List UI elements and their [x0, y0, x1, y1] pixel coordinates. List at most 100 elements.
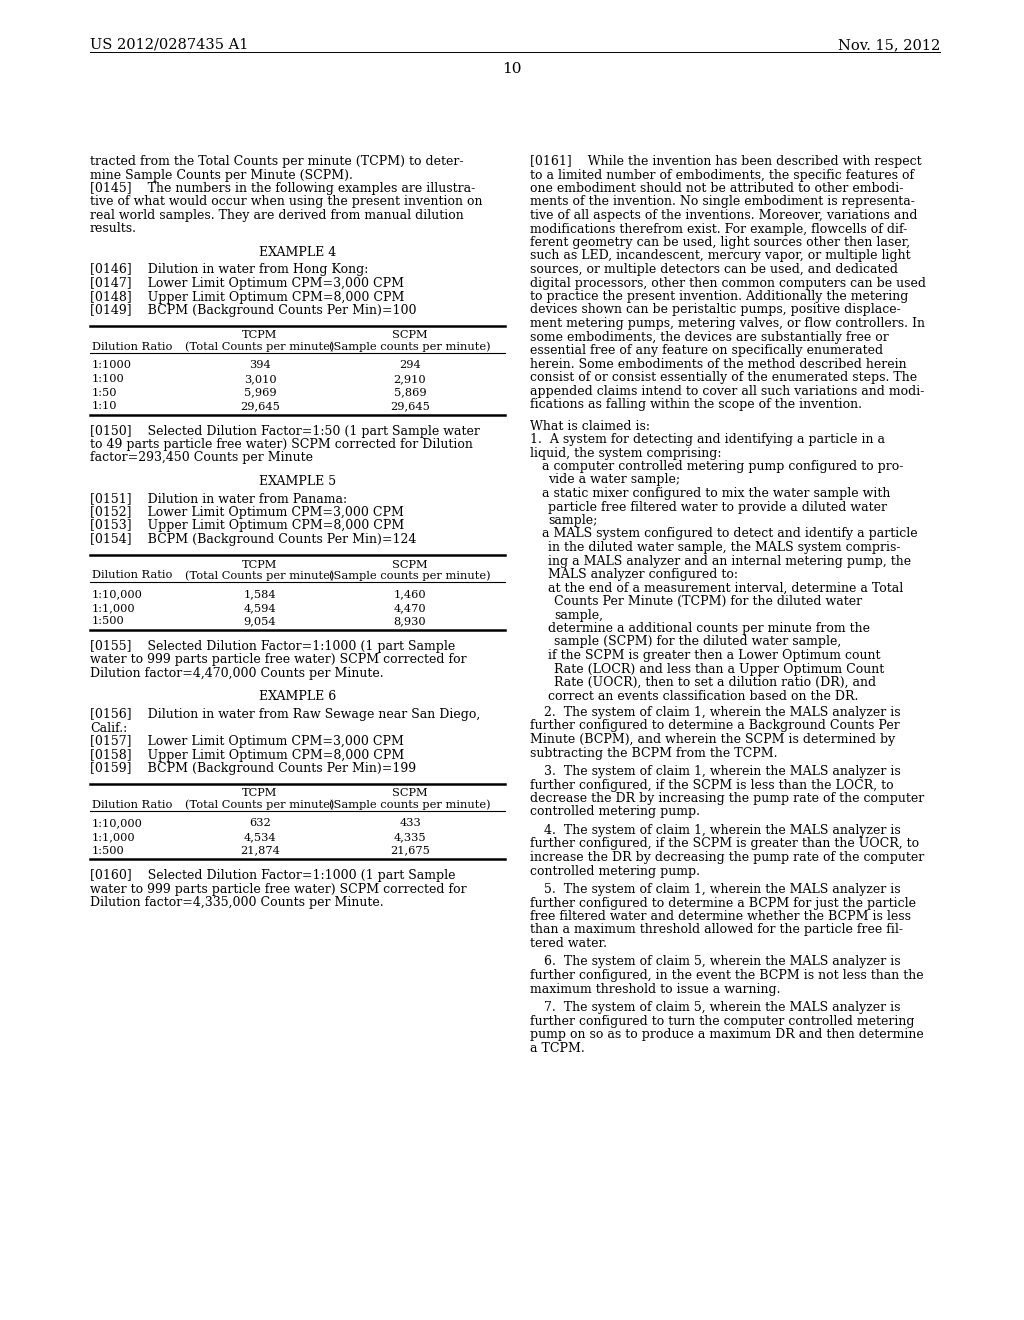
Text: MALS analyzer configured to:: MALS analyzer configured to:: [548, 568, 738, 581]
Text: 1:500: 1:500: [92, 616, 125, 627]
Text: water to 999 parts particle free water) SCPM corrected for: water to 999 parts particle free water) …: [90, 883, 467, 895]
Text: controlled metering pump.: controlled metering pump.: [530, 805, 700, 818]
Text: 1:1,000: 1:1,000: [92, 832, 135, 842]
Text: results.: results.: [90, 223, 137, 235]
Text: 6.  The system of claim 5, wherein the MALS analyzer is: 6. The system of claim 5, wherein the MA…: [544, 956, 901, 969]
Text: Rate (UOCR), then to set a dilution ratio (DR), and: Rate (UOCR), then to set a dilution rati…: [554, 676, 877, 689]
Text: Rate (LOCR) and less than a Upper Optimum Count: Rate (LOCR) and less than a Upper Optimu…: [554, 663, 885, 676]
Text: herein. Some embodiments of the method described herein: herein. Some embodiments of the method d…: [530, 358, 906, 371]
Text: devices shown can be peristaltic pumps, positive displace-: devices shown can be peristaltic pumps, …: [530, 304, 901, 317]
Text: at the end of a measurement interval, determine a Total: at the end of a measurement interval, de…: [548, 582, 903, 594]
Text: sample;: sample;: [548, 513, 597, 527]
Text: SCPM: SCPM: [392, 788, 428, 799]
Text: 4,534: 4,534: [244, 832, 276, 842]
Text: 1:10: 1:10: [92, 401, 118, 411]
Text: if the SCPM is greater then a Lower Optimum count: if the SCPM is greater then a Lower Opti…: [548, 649, 881, 663]
Text: 2,910: 2,910: [393, 374, 426, 384]
Text: a MALS system configured to detect and identify a particle: a MALS system configured to detect and i…: [542, 528, 918, 540]
Text: TCPM: TCPM: [243, 560, 278, 569]
Text: 10: 10: [502, 62, 522, 77]
Text: pump on so as to produce a maximum DR and then determine: pump on so as to produce a maximum DR an…: [530, 1028, 924, 1041]
Text: ments of the invention. No single embodiment is representa-: ments of the invention. No single embodi…: [530, 195, 914, 209]
Text: [0153]    Upper Limit Optimum CPM=8,000 CPM: [0153] Upper Limit Optimum CPM=8,000 CPM: [90, 520, 404, 532]
Text: a TCPM.: a TCPM.: [530, 1041, 585, 1055]
Text: 632: 632: [249, 818, 271, 829]
Text: 3.  The system of claim 1, wherein the MALS analyzer is: 3. The system of claim 1, wherein the MA…: [544, 766, 901, 777]
Text: (Sample counts per minute): (Sample counts per minute): [329, 570, 490, 581]
Text: Dilution Ratio: Dilution Ratio: [92, 342, 172, 351]
Text: [0160]    Selected Dilution Factor=1:1000 (1 part Sample: [0160] Selected Dilution Factor=1:1000 (…: [90, 869, 456, 882]
Text: [0159]    BCPM (Background Counts Per Min)=199: [0159] BCPM (Background Counts Per Min)=…: [90, 762, 416, 775]
Text: further configured to determine a Background Counts Per: further configured to determine a Backgr…: [530, 719, 900, 733]
Text: [0151]    Dilution in water from Panama:: [0151] Dilution in water from Panama:: [90, 492, 347, 506]
Text: What is claimed is:: What is claimed is:: [530, 420, 650, 433]
Text: appended claims intend to cover all such variations and modi-: appended claims intend to cover all such…: [530, 384, 925, 397]
Text: 7.  The system of claim 5, wherein the MALS analyzer is: 7. The system of claim 5, wherein the MA…: [544, 1001, 900, 1014]
Text: TCPM: TCPM: [243, 330, 278, 341]
Text: free filtered water and determine whether the BCPM is less: free filtered water and determine whethe…: [530, 909, 911, 923]
Text: (Sample counts per minute): (Sample counts per minute): [329, 800, 490, 810]
Text: 5,969: 5,969: [244, 388, 276, 397]
Text: 4.  The system of claim 1, wherein the MALS analyzer is: 4. The system of claim 1, wherein the MA…: [544, 824, 901, 837]
Text: a static mixer configured to mix the water sample with: a static mixer configured to mix the wat…: [542, 487, 891, 500]
Text: sample (SCPM) for the diluted water sample,: sample (SCPM) for the diluted water samp…: [554, 635, 842, 648]
Text: ferent geometry can be used, light sources other then laser,: ferent geometry can be used, light sourc…: [530, 236, 910, 249]
Text: [0152]    Lower Limit Optimum CPM=3,000 CPM: [0152] Lower Limit Optimum CPM=3,000 CPM: [90, 506, 403, 519]
Text: to a limited number of embodiments, the specific features of: to a limited number of embodiments, the …: [530, 169, 914, 181]
Text: EXAMPLE 6: EXAMPLE 6: [259, 690, 336, 704]
Text: 3,010: 3,010: [244, 374, 276, 384]
Text: digital processors, other then common computers can be used: digital processors, other then common co…: [530, 276, 926, 289]
Text: in the diluted water sample, the MALS system compris-: in the diluted water sample, the MALS sy…: [548, 541, 900, 554]
Text: 2.  The system of claim 1, wherein the MALS analyzer is: 2. The system of claim 1, wherein the MA…: [544, 706, 901, 719]
Text: 1:1,000: 1:1,000: [92, 603, 135, 612]
Text: Minute (BCPM), and wherein the SCPM is determined by: Minute (BCPM), and wherein the SCPM is d…: [530, 733, 895, 746]
Text: one embodiment should not be attributed to other embodi-: one embodiment should not be attributed …: [530, 182, 903, 195]
Text: 21,675: 21,675: [390, 846, 430, 855]
Text: (Total Counts per minute): (Total Counts per minute): [185, 342, 335, 352]
Text: 1:100: 1:100: [92, 374, 125, 384]
Text: Counts Per Minute (TCPM) for the diluted water: Counts Per Minute (TCPM) for the diluted…: [554, 595, 862, 609]
Text: tered water.: tered water.: [530, 937, 607, 950]
Text: to 49 parts particle free water) SCPM corrected for Dilution: to 49 parts particle free water) SCPM co…: [90, 438, 473, 451]
Text: essential free of any feature on specifically enumerated: essential free of any feature on specifi…: [530, 345, 883, 356]
Text: 1:10,000: 1:10,000: [92, 590, 143, 599]
Text: [0155]    Selected Dilution Factor=1:1000 (1 part Sample: [0155] Selected Dilution Factor=1:1000 (…: [90, 640, 456, 653]
Text: 433: 433: [399, 818, 421, 829]
Text: tive of what would occur when using the present invention on: tive of what would occur when using the …: [90, 195, 482, 209]
Text: SCPM: SCPM: [392, 330, 428, 341]
Text: further configured, in the event the BCPM is not less than the: further configured, in the event the BCP…: [530, 969, 924, 982]
Text: modifications therefrom exist. For example, flowcells of dif-: modifications therefrom exist. For examp…: [530, 223, 907, 235]
Text: a computer controlled metering pump configured to pro-: a computer controlled metering pump conf…: [542, 459, 903, 473]
Text: 4,470: 4,470: [393, 603, 426, 612]
Text: 1:500: 1:500: [92, 846, 125, 855]
Text: 29,645: 29,645: [390, 401, 430, 411]
Text: Dilution Ratio: Dilution Ratio: [92, 570, 172, 581]
Text: ment metering pumps, metering valves, or flow controllers. In: ment metering pumps, metering valves, or…: [530, 317, 925, 330]
Text: 394: 394: [249, 360, 271, 371]
Text: consist of or consist essentially of the enumerated steps. The: consist of or consist essentially of the…: [530, 371, 918, 384]
Text: liquid, the system comprising:: liquid, the system comprising:: [530, 446, 722, 459]
Text: vide a water sample;: vide a water sample;: [548, 474, 680, 487]
Text: [0154]    BCPM (Background Counts Per Min)=124: [0154] BCPM (Background Counts Per Min)=…: [90, 533, 417, 546]
Text: 29,645: 29,645: [240, 401, 280, 411]
Text: Calif.:: Calif.:: [90, 722, 127, 734]
Text: [0146]    Dilution in water from Hong Kong:: [0146] Dilution in water from Hong Kong:: [90, 264, 369, 276]
Text: such as LED, incandescent, mercury vapor, or multiple light: such as LED, incandescent, mercury vapor…: [530, 249, 910, 263]
Text: subtracting the BCPM from the TCPM.: subtracting the BCPM from the TCPM.: [530, 747, 777, 759]
Text: controlled metering pump.: controlled metering pump.: [530, 865, 700, 878]
Text: Dilution factor=4,335,000 Counts per Minute.: Dilution factor=4,335,000 Counts per Min…: [90, 896, 384, 909]
Text: further configured, if the SCPM is less than the LOCR, to: further configured, if the SCPM is less …: [530, 779, 894, 792]
Text: 8,930: 8,930: [393, 616, 426, 627]
Text: factor=293,450 Counts per Minute: factor=293,450 Counts per Minute: [90, 451, 313, 465]
Text: 1:10,000: 1:10,000: [92, 818, 143, 829]
Text: 1:50: 1:50: [92, 388, 118, 397]
Text: increase the DR by decreasing the pump rate of the computer: increase the DR by decreasing the pump r…: [530, 851, 925, 865]
Text: mine Sample Counts per Minute (SCPM).: mine Sample Counts per Minute (SCPM).: [90, 169, 353, 181]
Text: Dilution Ratio: Dilution Ratio: [92, 800, 172, 809]
Text: maximum threshold to issue a warning.: maximum threshold to issue a warning.: [530, 982, 780, 995]
Text: some embodiments, the devices are substantially free or: some embodiments, the devices are substa…: [530, 330, 889, 343]
Text: 1.  A system for detecting and identifying a particle in a: 1. A system for detecting and identifyin…: [530, 433, 885, 446]
Text: EXAMPLE 5: EXAMPLE 5: [259, 475, 336, 488]
Text: determine a additional counts per minute from the: determine a additional counts per minute…: [548, 622, 870, 635]
Text: tive of all aspects of the inventions. Moreover, variations and: tive of all aspects of the inventions. M…: [530, 209, 918, 222]
